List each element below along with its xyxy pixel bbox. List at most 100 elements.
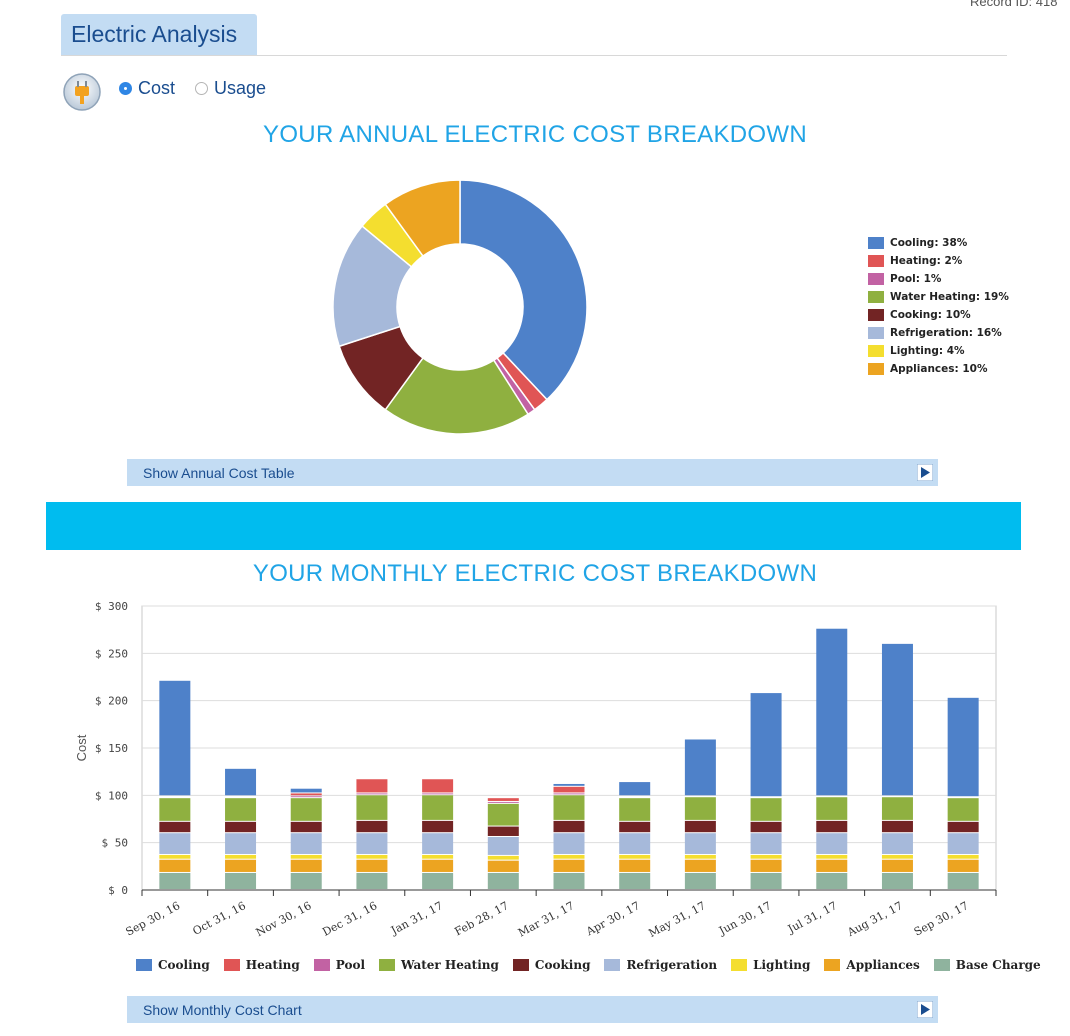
show-monthly-chart-label: Show Monthly Cost Chart <box>143 1001 302 1018</box>
y-tick-label: $ 250 <box>95 647 128 660</box>
bar-segment-water-heating <box>290 798 322 821</box>
bar-segment-base-charge <box>487 872 519 889</box>
bar-segment-appliances <box>750 859 782 872</box>
legend-swatch <box>868 255 884 267</box>
bar-segment-base-charge <box>816 872 848 889</box>
bar-segment-appliances <box>159 859 191 872</box>
legend-item-water-heating[interactable]: Water Heating <box>379 958 499 972</box>
legend-item-cooling[interactable]: Cooling <box>136 958 210 972</box>
monthly-chart-title: YOUR MONTHLY ELECTRIC COST BREAKDOWN <box>252 560 818 587</box>
x-tick-label: Jun 30, 17 <box>716 899 773 938</box>
legend-label: Pool <box>335 958 366 972</box>
bar-segment-base-charge <box>290 872 322 889</box>
legend-item-appliances[interactable]: Appliances <box>824 958 920 972</box>
bar-segment-lighting <box>290 854 322 859</box>
bar-segment-cooking <box>816 820 848 833</box>
usage-radio-dot[interactable] <box>195 81 208 95</box>
bar-segment-appliances <box>881 859 913 872</box>
bar-segment-water-heating <box>422 795 454 820</box>
bar-segment-base-charge <box>619 872 651 889</box>
bar-segment-base-charge <box>553 872 585 889</box>
bar-segment-water-heating <box>881 797 913 820</box>
x-tick-label: Jul 31, 17 <box>785 899 839 936</box>
bar-segment-appliances <box>356 859 388 872</box>
legend-label: Water Heating: 19% <box>890 291 1009 303</box>
bar-segment-lighting <box>619 854 651 859</box>
bar-segment-heating <box>356 779 388 793</box>
bar-segment-lighting <box>553 854 585 859</box>
bar-segment-cooling <box>684 739 716 796</box>
bar-segment-lighting <box>225 854 257 859</box>
x-tick-label: Mar 31, 17 <box>516 899 576 939</box>
bar-segment-refrigeration <box>947 833 979 854</box>
bar-segment-cooling <box>159 680 191 796</box>
play-arrow-icon[interactable] <box>917 1001 933 1018</box>
bar-segment-cooking <box>684 820 716 833</box>
bar-segment-refrigeration <box>553 833 585 854</box>
bar-segment-base-charge <box>159 872 191 889</box>
show-annual-table-label: Show Annual Cost Table <box>143 464 295 481</box>
cost-radio[interactable]: Cost <box>119 76 175 100</box>
legend-swatch <box>868 237 884 249</box>
legend-swatch <box>731 959 748 971</box>
bar-segment-cooling <box>225 768 257 796</box>
legend-item-lighting[interactable]: Lighting <box>731 958 810 972</box>
bar-segment-refrigeration <box>356 833 388 854</box>
legend-item-refrigeration[interactable]: Refrigeration <box>604 958 717 972</box>
pie-slice-water-heating <box>384 356 530 435</box>
legend-swatch <box>136 959 152 971</box>
legend-item-water-heating: Water Heating: 19% <box>868 288 1009 306</box>
legend-label: Cooking <box>534 958 591 972</box>
pie-slice-cooling <box>459 179 588 401</box>
bar-segment-refrigeration <box>290 833 322 854</box>
bar-segment-water-heating <box>947 798 979 821</box>
legend-item-cooking: Cooking: 10% <box>868 306 1009 324</box>
legend-item-heating[interactable]: Heating <box>223 958 300 972</box>
show-annual-table-toggle[interactable]: Show Annual Cost Table <box>127 459 938 486</box>
play-arrow-icon[interactable] <box>917 464 933 481</box>
bar-segment-lighting <box>487 855 519 860</box>
legend-label: Cooling: 38% <box>890 237 968 249</box>
electric-plug-icon <box>63 73 101 111</box>
legend-item-cooking[interactable]: Cooking <box>512 958 591 972</box>
legend-swatch <box>868 291 884 303</box>
bar-segment-cooling <box>750 693 782 797</box>
legend-item-pool[interactable]: Pool <box>313 958 366 972</box>
legend-label: Lighting <box>753 958 811 972</box>
legend-swatch <box>868 327 884 339</box>
bar-segment-water-heating <box>553 795 585 820</box>
bar-segment-cooking <box>356 820 388 833</box>
cost-radio-dot[interactable] <box>119 81 132 95</box>
bar-segment-water-heating <box>356 795 388 820</box>
legend-swatch <box>604 959 621 971</box>
pie-slice-appliances <box>384 179 461 258</box>
y-axis-label: Cost <box>74 734 89 761</box>
legend-label: Heating <box>245 958 300 972</box>
page-title: Electric Analysis <box>71 21 238 47</box>
legend-label: Lighting: 4% <box>890 345 965 357</box>
bar-segment-appliances <box>684 859 716 872</box>
bar-segment-appliances <box>422 859 454 872</box>
x-tick-label: Dec 31, 16 <box>320 899 379 939</box>
legend-label: Heating: 2% <box>890 255 963 267</box>
legend-label: Cooling <box>158 958 210 972</box>
annual-chart-legend: Cooling: 38% Heating: 2% Pool: 1% Water Hea… <box>868 234 1009 378</box>
bar-segment-cooling <box>947 697 979 797</box>
usage-radio[interactable]: Usage <box>195 76 266 100</box>
bar-segment-cooking <box>422 820 454 833</box>
x-tick-label: May 31, 17 <box>646 899 707 940</box>
show-monthly-chart-toggle[interactable]: Show Monthly Cost Chart <box>127 996 938 1023</box>
bar-segment-appliances <box>487 860 519 872</box>
legend-item-base-charge[interactable]: Base Charge <box>933 958 1041 972</box>
bar-segment-heating <box>422 779 454 793</box>
bar-segment-water-heating <box>159 798 191 821</box>
bar-segment-pool <box>290 796 322 798</box>
bar-segment-base-charge <box>881 872 913 889</box>
legend-swatch <box>379 959 396 971</box>
bar-segment-cooling <box>619 782 651 796</box>
bar-segment-refrigeration <box>487 836 519 855</box>
bar-segment-lighting <box>881 854 913 859</box>
bar-segment-cooling <box>553 783 585 786</box>
section-divider-band <box>46 502 1021 550</box>
legend-label: Base Charge <box>955 958 1041 972</box>
